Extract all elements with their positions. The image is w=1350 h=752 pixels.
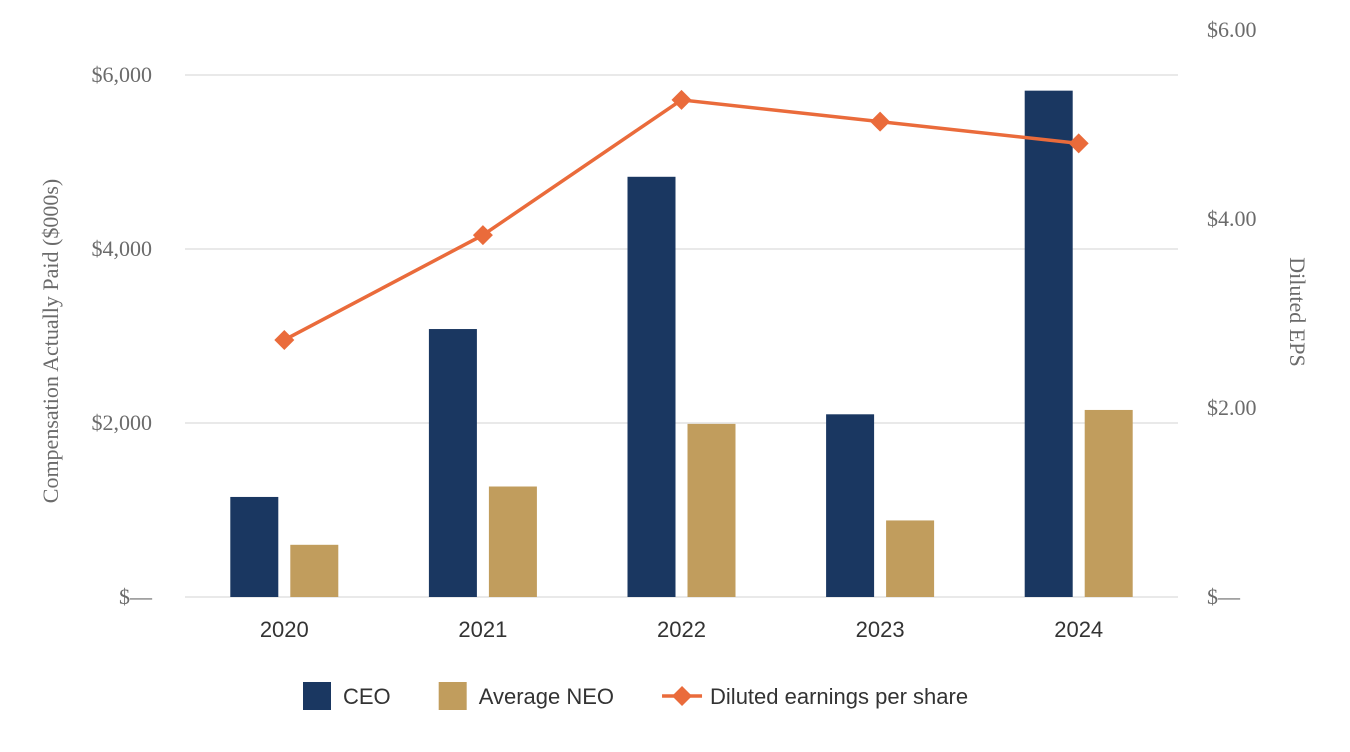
y-tick-label-right: $6.00 (1207, 17, 1257, 42)
bar-ceo-2023 (826, 414, 875, 597)
legend-label: CEO (343, 684, 391, 709)
bar-average-neo-2020 (290, 544, 339, 597)
legend-marker (672, 686, 693, 706)
legend-swatch (303, 682, 331, 710)
y-tick-label-left: $6,000 (92, 62, 153, 87)
y-tick-label-left: $— (119, 584, 153, 609)
bar-ceo-2024 (1024, 90, 1073, 597)
eps-line (274, 89, 1089, 350)
bar-average-neo-2021 (488, 486, 537, 597)
y-tick-label-left: $2,000 (92, 410, 153, 435)
eps-marker-2024 (1068, 133, 1089, 154)
legend-label: Diluted earnings per share (710, 684, 968, 709)
y-axis-title-right: Diluted EPS (1285, 257, 1310, 366)
bar-average-neo-2024 (1084, 409, 1133, 597)
y-tick-label-left: $4,000 (92, 236, 153, 261)
legend-swatch (438, 682, 467, 710)
y-axis-title-left: Compensation Actually Paid ($000s) (38, 179, 63, 503)
bar-ceo-2020 (230, 496, 279, 597)
y-tick-label-right: $4.00 (1207, 206, 1257, 231)
axes: $— $2,000 $4,000 $6,000 $— $2.00 $4.00 $6.00 202… (92, 17, 1257, 642)
bar-ceo-2022 (627, 176, 676, 598)
bars (230, 90, 1133, 598)
x-tick-label: 2021 (458, 617, 507, 642)
bar-ceo-2021 (428, 329, 477, 597)
eps-marker-2022 (671, 89, 692, 110)
x-tick-label: 2022 (657, 617, 706, 642)
legend: CEO Average NEO Diluted earnings per share (303, 682, 968, 710)
eps-marker-2023 (870, 111, 891, 132)
x-tick-label: 2023 (856, 617, 905, 642)
x-tick-label: 2020 (260, 617, 309, 642)
grid-lines (185, 74, 1178, 598)
bar-average-neo-2022 (687, 423, 736, 597)
eps-marker-2020 (274, 329, 295, 350)
x-tick-label: 2024 (1054, 617, 1103, 642)
eps-line-path (283, 98, 1079, 342)
legend-label: Average NEO (479, 684, 614, 709)
y-tick-label-right: $2.00 (1207, 395, 1257, 420)
bar-average-neo-2023 (886, 520, 935, 597)
y-tick-label-right: $— (1207, 584, 1241, 609)
eps-marker-2021 (472, 225, 493, 246)
